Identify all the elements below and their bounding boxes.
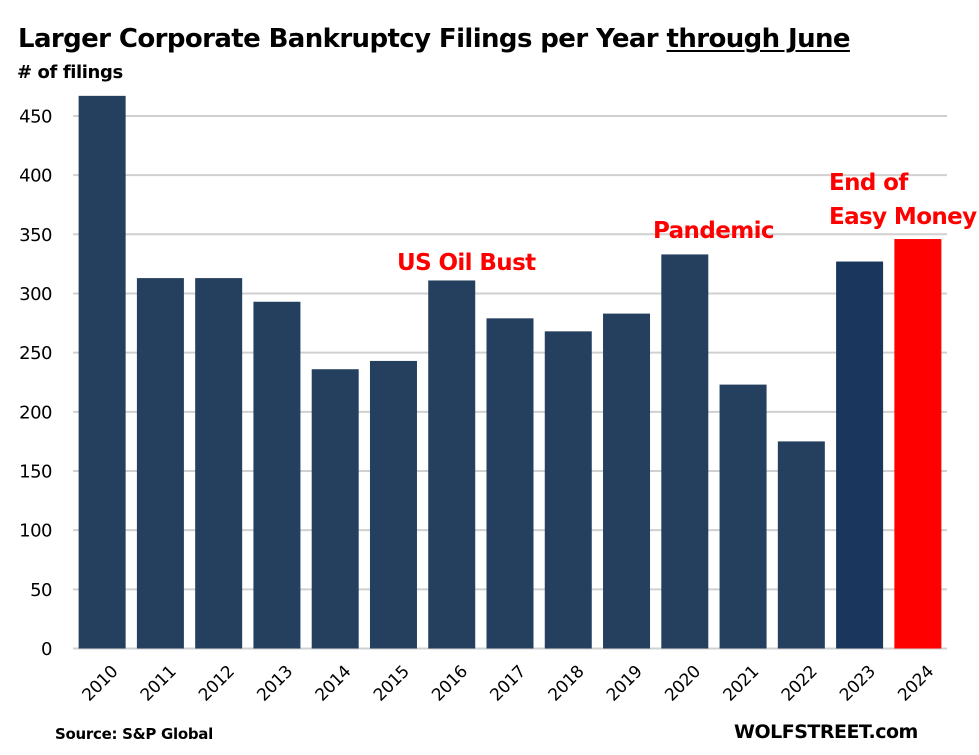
x-tick-label: 2022 <box>778 662 822 706</box>
annotation-line: US Oil Bust <box>397 250 536 276</box>
bar-2023 <box>836 261 884 649</box>
bars <box>78 95 942 649</box>
y-tick-label: 200 <box>19 402 52 423</box>
x-tick-labels: 2010 2011 2012 2013 2014 2015 2016 2017 2018 2019… <box>79 662 938 706</box>
chart-title: Larger Corporate Bankruptcy Filings per … <box>18 24 851 54</box>
x-tick-label: 2010 <box>79 662 123 706</box>
x-tick-label: 2021 <box>719 662 763 706</box>
bar-2017 <box>486 318 534 649</box>
bar-2010 <box>78 95 126 649</box>
x-tick-label: 2020 <box>661 662 705 706</box>
bar-2015 <box>369 360 417 649</box>
x-tick-label: 2015 <box>370 662 414 706</box>
bar-2016 <box>428 280 476 649</box>
annotation-us-oil-bust: US Oil Bust <box>397 250 536 276</box>
annotation-line: End of <box>829 170 909 196</box>
x-tick-label: 2012 <box>195 662 239 706</box>
y-tick-label: 350 <box>19 225 52 246</box>
y-tick-label: 150 <box>19 461 52 482</box>
bar-2011 <box>136 278 184 649</box>
y-tick-label: 250 <box>19 343 52 364</box>
y-tick-label: 450 <box>19 106 52 127</box>
bar-2021 <box>719 384 767 649</box>
x-tick-label: 2013 <box>253 662 297 706</box>
x-tick-label: 2024 <box>894 662 938 706</box>
y-tick-label: 0 <box>41 639 52 660</box>
x-tick-label: 2011 <box>137 662 181 706</box>
y-tick-label: 100 <box>19 521 52 542</box>
y-tick-label: 300 <box>19 284 52 305</box>
annotation-end-of-easy-money: End of Easy Money <box>829 170 977 230</box>
publisher-credit: WOLFSTREET.com <box>734 721 918 743</box>
source-note: Source: S&P Global <box>55 725 213 743</box>
bar-2022 <box>777 441 825 649</box>
x-tick-label: 2014 <box>312 662 356 706</box>
x-tick-label: 2019 <box>603 662 647 706</box>
bar-2020 <box>661 254 709 649</box>
bar-2013 <box>253 301 301 649</box>
x-tick-label: 2016 <box>428 662 472 706</box>
y-axis-label: # of filings <box>17 62 123 83</box>
annotations: US Oil Bust Pandemic End of Easy Money <box>397 170 978 276</box>
bar-2018 <box>544 331 592 649</box>
bar-2019 <box>603 313 651 649</box>
x-tick-label: 2017 <box>486 662 530 706</box>
annotation-pandemic: Pandemic <box>653 218 774 244</box>
annotation-line: Easy Money <box>829 204 977 230</box>
chart-title-underlined: through June <box>666 24 850 54</box>
bar-2012 <box>195 278 243 649</box>
annotation-line: Pandemic <box>653 218 774 244</box>
y-tick-labels: 0 50 100 150 200 250 300 350 400 450 <box>19 106 52 660</box>
bar-2014 <box>311 369 359 649</box>
y-tick-label: 50 <box>30 580 52 601</box>
chart-title-main: Larger Corporate Bankruptcy Filings per … <box>18 24 667 54</box>
bar-2024 <box>894 239 942 649</box>
x-tick-label: 2023 <box>836 662 880 706</box>
x-tick-label: 2018 <box>545 662 589 706</box>
y-tick-label: 400 <box>19 166 52 187</box>
